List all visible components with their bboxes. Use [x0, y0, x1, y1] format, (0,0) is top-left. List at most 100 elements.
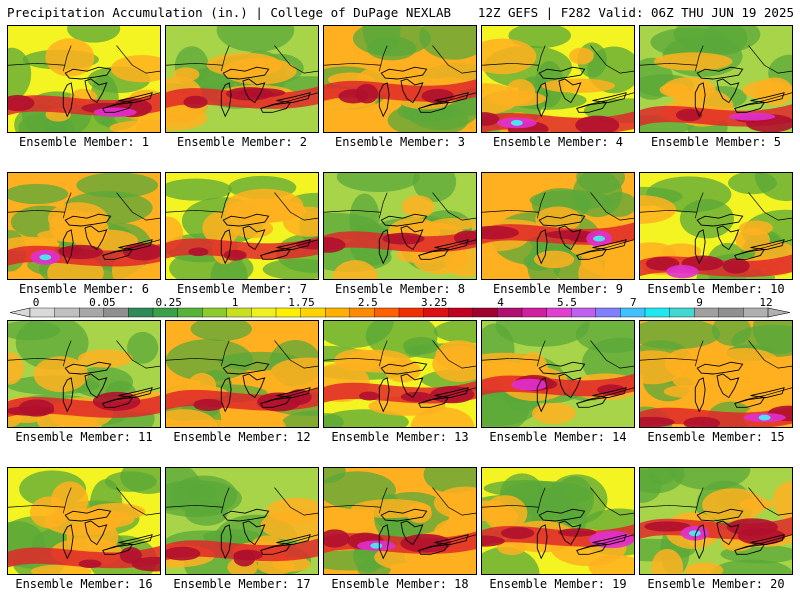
political-borders: [640, 487, 792, 551]
colorbar-swatch: [78, 307, 105, 318]
colorbar-tick-label: 1: [232, 297, 239, 309]
colorbar-tick-label: 3.25: [421, 297, 448, 309]
member-label: Ensemble Member: 7: [176, 282, 308, 296]
member-map-panel: [323, 172, 477, 280]
colorbar-tick-label: 0.05: [89, 297, 116, 309]
great-lakes-outline: [62, 361, 153, 413]
precip-field: [324, 321, 476, 427]
great-lakes-outline: [62, 213, 153, 265]
member-map-panel: [7, 172, 161, 280]
colorbar-swatch: [398, 307, 425, 318]
member-map-panel: [481, 467, 635, 575]
colorbar-swatch: [546, 307, 572, 318]
colorbar-swatch: [54, 307, 80, 318]
member-map-panel: [165, 320, 319, 428]
colorbar-tick-label: 0.25: [155, 297, 182, 309]
great-lakes-outline: [220, 66, 311, 118]
political-borders: [8, 340, 160, 404]
member-label: Ensemble Member: 18: [331, 577, 469, 591]
colorbar-tick-label: 9: [696, 297, 703, 309]
precip-field: [166, 26, 318, 132]
colorbar-tick-label: 7: [630, 297, 637, 309]
member-label: Ensemble Member: 1: [18, 135, 150, 149]
great-lakes-outline: [62, 508, 153, 560]
member-label: Ensemble Member: 9: [492, 282, 624, 296]
colorbar-swatch: [325, 307, 351, 318]
colorbar-swatch: [644, 307, 671, 318]
political-borders: [166, 192, 318, 256]
great-lakes-outline: [378, 66, 469, 118]
political-borders: [8, 192, 160, 256]
colorbar-swatch: [620, 307, 646, 318]
colorbar-swatch: [718, 307, 744, 318]
great-lakes-outline: [536, 508, 627, 560]
precip-field: [640, 468, 792, 574]
member-map-panel: [639, 320, 793, 428]
colorbar-swatch: [349, 307, 375, 318]
colorbar-swatch: [497, 307, 523, 318]
precip-field: [324, 468, 476, 574]
political-borders: [482, 45, 634, 109]
colorbar-swatch: [201, 307, 228, 318]
member-label: Ensemble Member: 16: [15, 577, 153, 591]
colorbar-swatch: [472, 307, 498, 318]
colorbar-tick-label: 0: [33, 297, 40, 309]
precip-field: [640, 26, 792, 132]
political-borders: [640, 192, 792, 256]
member-map-panel: [323, 320, 477, 428]
member-label: Ensemble Member: 6: [18, 282, 150, 296]
chart-title: Precipitation Accumulation (in.) | Colle…: [7, 5, 452, 20]
political-borders: [324, 45, 476, 109]
colorbar-right-arrow: [767, 307, 791, 318]
great-lakes-outline: [378, 213, 469, 265]
member-label: Ensemble Member: 3: [334, 135, 466, 149]
political-borders: [8, 487, 160, 551]
colorbar-swatch: [521, 307, 548, 318]
member-label: Ensemble Member: 2: [176, 135, 308, 149]
political-borders: [482, 192, 634, 256]
great-lakes-outline: [694, 213, 785, 265]
great-lakes-outline: [694, 66, 785, 118]
colorbar-swatch: [152, 307, 179, 318]
member-map-panel: [7, 467, 161, 575]
member-label: Ensemble Member: 5: [650, 135, 782, 149]
member-map-panel: [323, 25, 477, 133]
colorbar-swatch: [226, 307, 253, 318]
political-borders: [8, 45, 160, 109]
run-valid-time: 12Z GEFS | F282 Valid: 06Z THU JUN 19 20…: [477, 5, 794, 20]
precip-field: [482, 173, 634, 279]
member-map-panel: [165, 172, 319, 280]
member-map-panel: [165, 25, 319, 133]
great-lakes-outline: [536, 361, 627, 413]
colorbar-swatch: [743, 307, 769, 318]
colorbar-legend: 0 0.05 0.25 1 1.75 2.5 3.25 4 5.5 7 9 12: [0, 297, 800, 321]
political-borders: [324, 340, 476, 404]
great-lakes-outline: [220, 508, 311, 560]
great-lakes-outline: [694, 361, 785, 413]
political-borders: [166, 487, 318, 551]
great-lakes-outline: [378, 508, 469, 560]
political-borders: [640, 45, 792, 109]
political-borders: [640, 340, 792, 404]
colorbar-swatch: [300, 307, 326, 318]
colorbar-swatch: [694, 307, 720, 318]
great-lakes-outline: [536, 213, 627, 265]
member-label: Ensemble Member: 17: [173, 577, 311, 591]
member-map-panel: [165, 467, 319, 575]
colorbar-tick-label: 5.5: [557, 297, 577, 309]
colorbar-tick-label: 12: [759, 297, 772, 309]
member-label: Ensemble Member: 10: [647, 282, 785, 296]
member-map-panel: [7, 320, 161, 428]
colorbar-swatch: [103, 307, 130, 318]
colorbar-swatch: [423, 307, 449, 318]
member-label: Ensemble Member: 14: [489, 430, 627, 444]
political-borders: [482, 340, 634, 404]
member-map-panel: [481, 320, 635, 428]
member-map-panel: [323, 467, 477, 575]
member-map-panel: [639, 25, 793, 133]
great-lakes-outline: [536, 66, 627, 118]
precip-field: [166, 321, 318, 427]
political-borders: [166, 45, 318, 109]
member-label: Ensemble Member: 13: [331, 430, 469, 444]
member-map-panel: [481, 172, 635, 280]
